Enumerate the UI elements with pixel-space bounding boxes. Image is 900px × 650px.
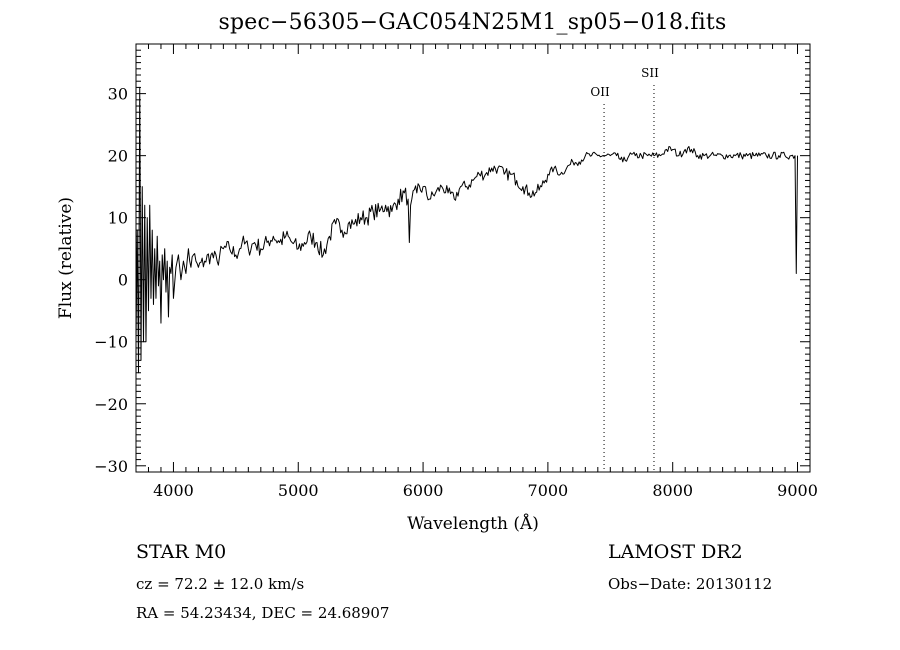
- y-tick-label: 20: [108, 147, 128, 166]
- x-axis-label: Wavelength (Å): [407, 513, 539, 534]
- y-tick-label: 30: [108, 85, 128, 104]
- object-class: STAR M0: [136, 541, 227, 563]
- y-tick-label: 10: [108, 209, 128, 228]
- y-tick-label: 0: [118, 271, 128, 290]
- x-tick-label: 8000: [652, 481, 693, 500]
- survey-release: LAMOST DR2: [608, 541, 743, 563]
- y-axis-label: Flux (relative): [56, 197, 76, 319]
- annotation-label-sii: SII: [641, 66, 659, 80]
- line-annotations: OII SII: [590, 66, 659, 472]
- x-tick-label: 9000: [777, 481, 818, 500]
- y-tick-label: −30: [94, 457, 128, 476]
- x-tick-label: 4000: [153, 481, 194, 500]
- x-tick-label: 7000: [528, 481, 569, 500]
- y-tick-label: −20: [94, 395, 128, 414]
- redshift-velocity: cz = 72.2 ± 12.0 km/s: [136, 575, 305, 593]
- ra-dec-coordinates: RA = 54.23434, DEC = 24.68907: [136, 604, 390, 622]
- annotation-label-oii: OII: [590, 85, 610, 99]
- axis-tick-labels: 4000 5000 6000 7000 8000 9000 −30 −20 −10 0 10 20 30: [94, 85, 818, 500]
- spectrum-line: [135, 86, 799, 374]
- x-tick-label: 6000: [403, 481, 444, 500]
- y-tick-label: −10: [94, 333, 128, 352]
- x-tick-label: 5000: [278, 481, 319, 500]
- chart-title: spec−56305−GAC054N25M1_sp05−018.fits: [218, 10, 727, 35]
- observation-date: Obs−Date: 20130112: [608, 575, 773, 593]
